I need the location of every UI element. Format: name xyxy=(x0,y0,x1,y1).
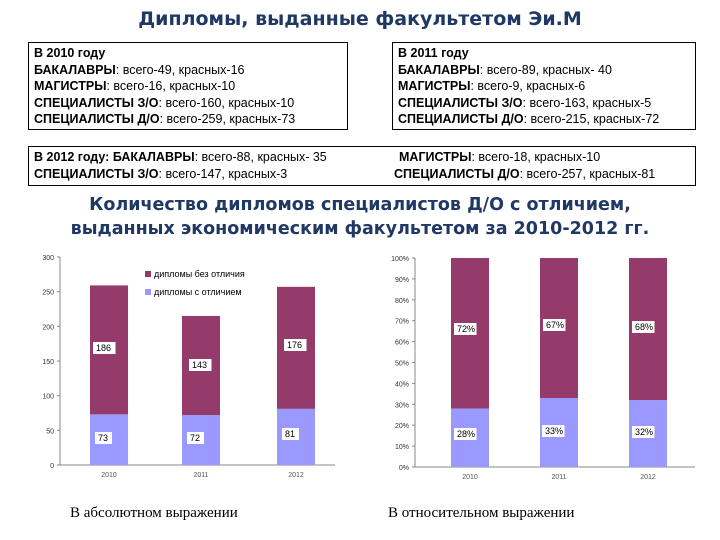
y-tick-label: 300 xyxy=(42,255,54,262)
x-tick-label: 2012 xyxy=(640,474,656,481)
box-2010-line: СПЕЦИАЛИСТЫ З/О: всего-160, красных-10 xyxy=(34,95,295,110)
data-label-bg xyxy=(284,339,307,351)
caption-relative: В относительном выражении xyxy=(388,505,575,521)
headline-line-1: Количество дипломов специалистов Д/О с о… xyxy=(89,195,631,215)
x-tick-label: 2012 xyxy=(288,472,304,479)
y-tick-label: 100 xyxy=(42,394,54,401)
box-2010-line: СПЕЦИАЛИСТЫ Д/О: всего-259, красных-73 xyxy=(34,112,296,126)
chart-headline: Количество дипломов специалистов Д/О с о… xyxy=(0,193,720,241)
legend-swatch-with-honors xyxy=(145,289,151,295)
absolute-stacked-bar-chart: 0 50 100 150 200 250 300 73 186 2010 72 143 2011 81 17… xyxy=(42,255,335,479)
data-label-bg xyxy=(454,323,477,335)
legend-swatch-without-honors xyxy=(145,271,151,277)
box-2012-row: В 2012 году: БАКАЛАВРЫ: всего-88, красны… xyxy=(34,150,601,164)
box-2012-heading: В 2012 году: xyxy=(34,150,113,164)
data-label-without-honors: 72% xyxy=(457,324,475,334)
data-label-bg xyxy=(189,359,212,371)
y-tick-label: 150 xyxy=(42,359,54,366)
data-label-bg xyxy=(542,425,565,437)
box-2010-heading: В 2010 году xyxy=(34,46,106,60)
box-2010-line: МАГИСТРЫ: всего-16, красных-10 xyxy=(34,79,236,93)
percent-stacked-bar-chart: 0% 10% 20% 30% 40% 50% 60% 70% 80% 90% 100% 28% 72% 2… xyxy=(391,256,695,481)
box-2010-line: БАКАЛАВРЫ: всего-49, красных-16 xyxy=(34,62,245,77)
box-2012-row: СПЕЦИАЛИСТЫ З/О: всего-147, красных-3 СП… xyxy=(34,166,656,181)
data-label-without-honors: 68% xyxy=(635,322,653,332)
y-tick-label: 10% xyxy=(395,444,409,451)
y-tick-label: 80% xyxy=(395,298,409,305)
y-tick-label: 100% xyxy=(391,256,409,263)
data-label-bg xyxy=(454,428,477,440)
box-2011-line: СПЕЦИАЛИСТЫ З/О: всего-163, красных-5 xyxy=(398,95,652,110)
data-label-bg xyxy=(187,432,204,444)
data-label-without-honors: 186 xyxy=(96,343,111,353)
y-tick-label: 0% xyxy=(399,465,409,472)
caption-absolute: В абсолютном выражении xyxy=(70,505,238,521)
info-box-2011: В 2011 году БАКАЛАВРЫ: всего-89, красных… xyxy=(392,42,696,130)
y-tick-label: 50 xyxy=(46,428,54,435)
legend-label-with-honors: дипломы с отличием xyxy=(154,287,242,297)
y-tick-label: 60% xyxy=(395,340,409,347)
y-tick-label: 0 xyxy=(50,463,54,470)
page-title: Дипломы, выданные факультетом Эи.М xyxy=(138,8,582,30)
y-tick-label: 200 xyxy=(42,324,54,331)
y-tick-label: 70% xyxy=(395,319,409,326)
info-box-2010: В 2010 году БАКАЛАВРЫ: всего-49, красных… xyxy=(28,42,348,130)
x-tick-label: 2011 xyxy=(193,472,208,479)
box-2011-heading: В 2011 году xyxy=(398,46,469,60)
data-label-bg xyxy=(282,428,299,440)
data-label-with-honors: 32% xyxy=(635,427,653,437)
headline-line-2: выданных экономическим факультетом за 20… xyxy=(70,219,650,239)
data-label-with-honors: 81 xyxy=(285,429,295,439)
data-label-with-honors: 72 xyxy=(190,433,200,443)
y-tick-label: 90% xyxy=(395,277,409,284)
data-label-with-honors: 73 xyxy=(98,433,108,443)
data-label-bg xyxy=(543,319,566,331)
y-tick-label: 50% xyxy=(395,361,409,368)
legend-label-without-honors: дипломы без отличия xyxy=(154,269,245,279)
data-label-without-honors: 176 xyxy=(287,340,302,350)
data-label-bg xyxy=(95,432,112,444)
data-label-with-honors: 33% xyxy=(545,426,563,436)
data-label-without-honors: 67% xyxy=(546,320,564,330)
y-tick-label: 20% xyxy=(395,423,409,430)
box-2011-line: МАГИСТРЫ: всего-9, красных-6 xyxy=(398,79,586,93)
data-label-without-honors: 143 xyxy=(192,360,207,370)
info-box-2012: В 2012 году: БАКАЛАВРЫ: всего-88, красны… xyxy=(28,146,696,186)
data-label-with-honors: 28% xyxy=(457,429,475,439)
box-2011-line: БАКАЛАВРЫ: всего-89, красных- 40 xyxy=(398,62,612,77)
box-2011-line: СПЕЦИАЛИСТЫ Д/О: всего-215, красных-72 xyxy=(398,112,660,126)
data-label-bg xyxy=(93,342,116,354)
y-tick-label: 250 xyxy=(42,290,54,297)
x-tick-label: 2010 xyxy=(101,472,117,479)
data-label-bg xyxy=(632,426,655,438)
x-tick-label: 2010 xyxy=(462,474,478,481)
data-label-bg xyxy=(632,321,655,333)
y-tick-label: 40% xyxy=(395,381,409,388)
x-tick-label: 2011 xyxy=(551,474,566,481)
y-tick-label: 30% xyxy=(395,402,409,409)
